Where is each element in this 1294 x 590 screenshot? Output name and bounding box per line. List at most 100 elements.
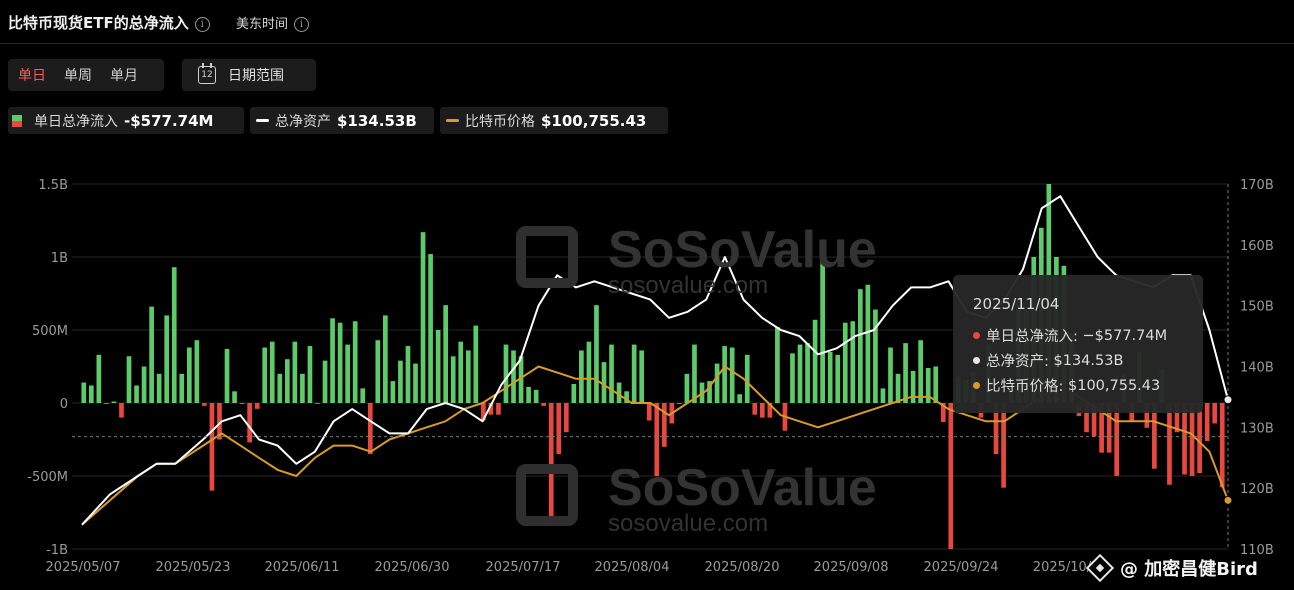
flow-bar [503,344,509,403]
flow-bar [775,327,780,403]
y-left-tick-label: 500M [32,324,68,339]
flow-bar [729,347,735,403]
flow-bar [533,389,539,403]
x-tick-label: 2025/08/20 [705,560,780,575]
flow-bar [526,386,531,403]
flow-bar [684,373,690,403]
info-icon[interactable]: i [294,17,310,32]
flow-bar [609,344,614,403]
y-right-tick-label: 110B [1240,543,1274,558]
legend-inflow-value: -$577.74M [124,111,214,130]
flow-bar [888,347,893,403]
flow-bar [654,403,660,476]
flow-bar [1204,403,1210,441]
flow-bar [857,289,863,403]
flow-bar [639,350,645,403]
flow-bar [548,403,554,520]
flow-bar [895,373,901,403]
flow-bar [96,354,102,403]
line-legend-icon [446,119,459,122]
bar-legend-icon [12,114,22,127]
timezone-text: 美东时间 [236,17,289,32]
tab-weekly[interactable]: 单周 [64,68,92,84]
flow-bar [488,403,494,415]
flow-bar [556,403,562,455]
y-left-tick-label: 0 [60,397,68,412]
flow-bar [247,403,252,443]
flow-bar [571,384,577,403]
flow-bar [820,251,825,403]
legend-inflow[interactable]: 单日总净流入 -$577.74M [8,107,244,134]
flow-bar [707,381,712,403]
flow-bar [677,403,682,404]
flow-bar [194,340,200,403]
flow-bar [300,373,305,403]
flow-bar [134,385,139,403]
flow-bar [511,350,516,403]
page-title-text: 比特币现货ETF的总净流入 [8,14,189,32]
flow-bar [481,403,486,421]
tooltip-value: $134.53B [1053,352,1124,369]
legend-inflow-label: 单日总净流入 [34,113,118,130]
flow-bar [1099,403,1104,453]
flow-bar [126,356,132,403]
flow-bar [202,403,207,406]
flow-bar [458,341,464,403]
flow-bar [420,232,426,403]
flow-bar [171,267,177,403]
y-left-tick-label: -1B [46,543,68,558]
tab-daily[interactable]: 单日 [18,68,46,84]
flow-bar [1152,403,1157,469]
flow-bar [186,347,192,403]
flow-bar [209,403,215,491]
tooltip-label: 单日总净流入: [986,329,1078,345]
watermark-logo-icon [516,464,578,526]
x-tick-label: 2025/05/07 [46,560,121,575]
watermark-url: sosovalue.com [608,510,769,537]
flow-bar [1189,403,1195,476]
flow-bar [737,394,743,403]
page-title: 比特币现货ETF的总净流入 i [8,12,210,33]
flow-bar [81,382,87,403]
flow-bar [940,403,946,422]
x-tick-label: 2025/06/11 [265,560,340,575]
flow-bar [119,403,124,418]
y-left-tick-label: 1B [51,251,68,266]
legend-price[interactable]: 比特币价格 $100,755.43 [440,107,668,134]
flow-bar [767,403,773,418]
flow-bar [579,350,584,403]
flow-bar [1174,403,1180,433]
tab-monthly[interactable]: 单月 [110,68,138,84]
flow-bar [850,321,856,403]
flow-bar [435,330,441,403]
flow-bar [284,359,290,403]
flow-bar [315,403,320,404]
calendar-icon: 12 [198,63,216,84]
flow-bar [450,356,456,403]
flow-bar [398,360,403,403]
info-icon[interactable]: i [194,17,210,32]
flow-bar [217,403,222,440]
flow-bar [646,403,652,421]
flow-bar [262,347,268,403]
x-tick-label: 2025/09/24 [924,560,999,575]
flow-bar [277,373,283,403]
flow-bar [797,344,803,403]
flow-bar [179,373,185,403]
tooltip-date: 2025/11/04 [973,295,1060,313]
flow-bar [465,350,471,403]
flow-bar [443,305,449,403]
legend-assets[interactable]: 总净资产 $134.53B [250,107,434,134]
date-range-button[interactable]: 12 日期范围 [182,59,316,91]
flow-bar [1106,403,1112,453]
line-legend-icon [256,119,269,122]
flow-bar [948,403,954,549]
x-tick-label: 2025/05/23 [156,560,231,575]
flow-bar [239,403,245,404]
y-right-tick-label: 140B [1240,361,1274,376]
timezone-label: 美东时间 i [236,13,310,32]
watermark-brand: SoSoValue [608,459,877,517]
flow-bar [111,401,117,403]
chart-tooltip: 2025/11/04 单日总净流入: −$577.74M 总净资产: $134.… [953,275,1203,413]
flow-bar [360,388,366,403]
